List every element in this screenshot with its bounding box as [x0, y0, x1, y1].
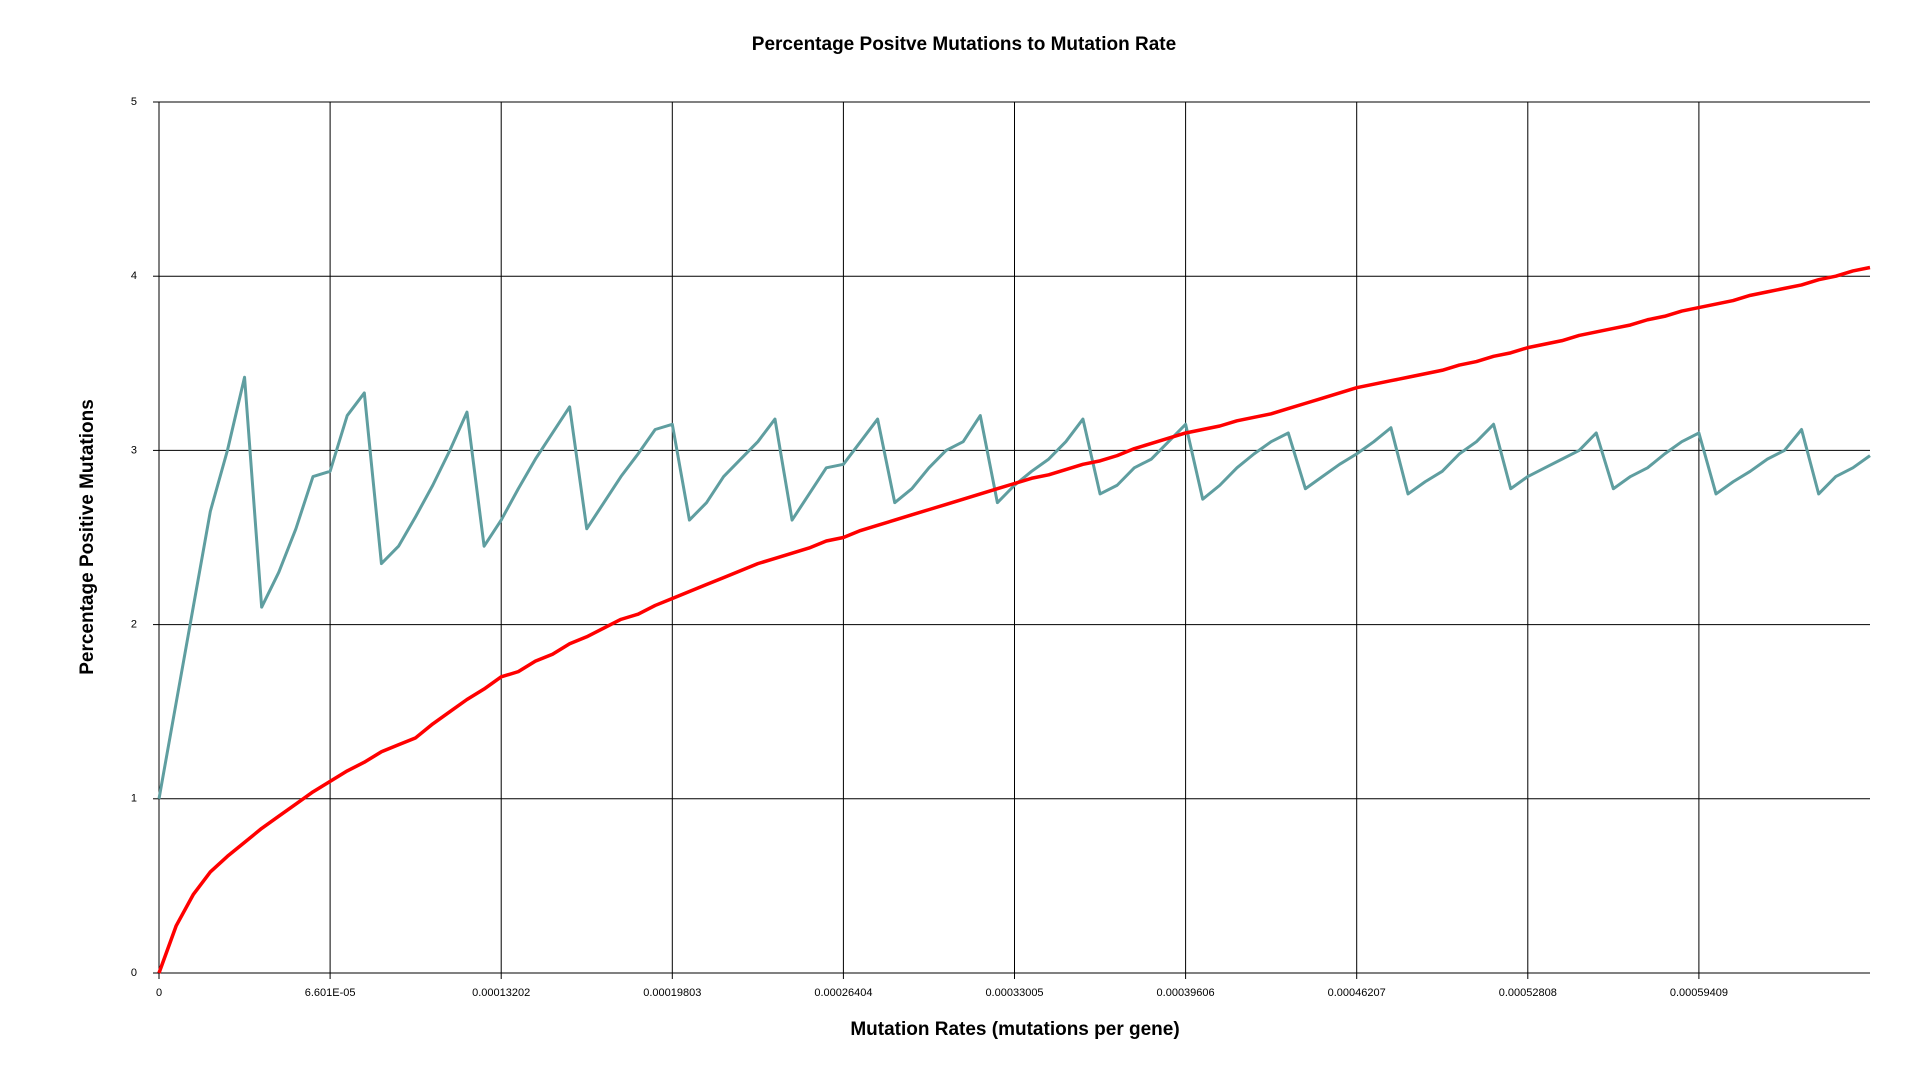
- y-tick-label: 3: [131, 444, 137, 456]
- line-series: [157, 265, 1871, 974]
- y-tick-label: 4: [131, 270, 137, 282]
- x-tick-label: 0.00019803: [643, 987, 701, 999]
- chart-title: Percentage Positve Mutations to Mutation…: [752, 34, 1176, 55]
- x-axis-label: Mutation Rates (mutations per gene): [850, 1019, 1179, 1040]
- x-tick-label: 0: [156, 987, 162, 999]
- y-tick-label: 1: [131, 793, 137, 805]
- x-tick-label: 0.00013202: [472, 987, 530, 999]
- x-tick-label: 0.00052808: [1499, 987, 1557, 999]
- x-tick-label: 0.00026404: [814, 987, 872, 999]
- y-axis-label: Percentage Positive Mutations: [77, 399, 98, 675]
- x-tick-label: 0.00033005: [985, 987, 1043, 999]
- x-tick-label: 0.00059409: [1670, 987, 1728, 999]
- y-tick-label: 5: [131, 96, 137, 108]
- x-tick-label: 0.00046207: [1328, 987, 1386, 999]
- x-tick-label: 6.601E-05: [305, 987, 356, 999]
- y-tick-label: 2: [131, 619, 137, 631]
- x-tick-label: 0.00039606: [1157, 987, 1215, 999]
- y-tick-label: 0: [131, 967, 137, 979]
